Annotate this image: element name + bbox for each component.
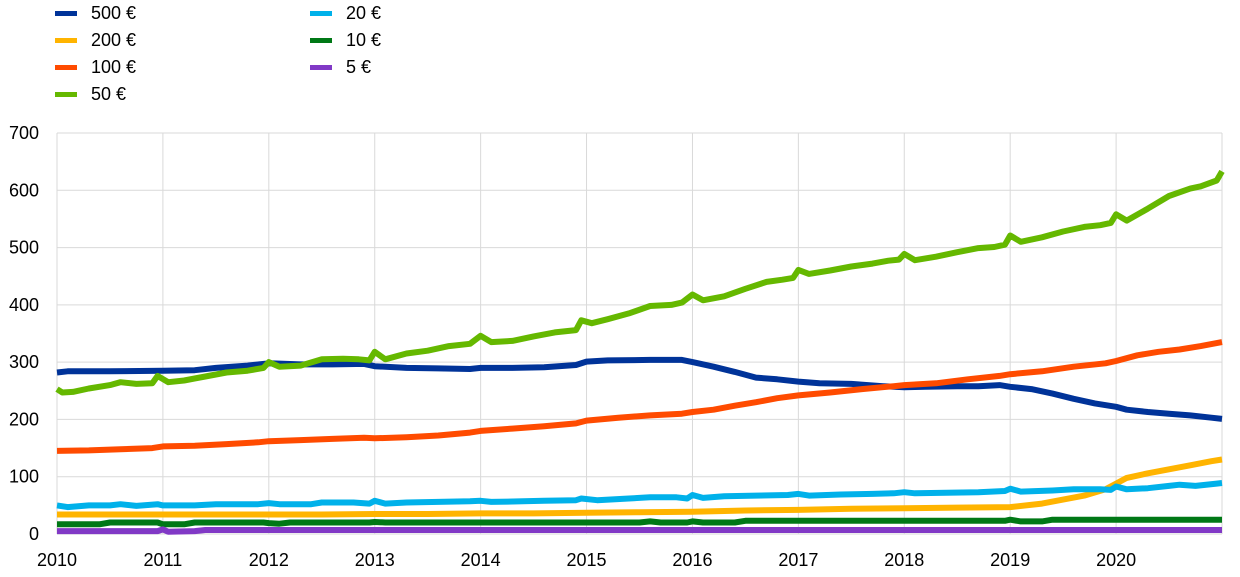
y-axis-ticks: 0 100 200 300 400 500 600 700 — [9, 123, 39, 544]
y-tick-label: 500 — [9, 238, 39, 258]
x-tick-label: 2010 — [37, 550, 77, 570]
x-tick-label: 2014 — [461, 550, 501, 570]
series-line-2 — [56, 339, 1223, 454]
y-tick-label: 600 — [9, 180, 39, 200]
series-line-4 — [56, 480, 1223, 511]
legend-item-10: 10 € — [310, 27, 381, 53]
x-tick-label: 2012 — [249, 550, 289, 570]
y-tick-label: 200 — [9, 409, 39, 429]
y-tick-label: 700 — [9, 123, 39, 143]
legend-swatch-500 — [55, 10, 77, 16]
legend-swatch-20 — [310, 10, 332, 16]
legend-item-100: 100 € — [55, 54, 136, 80]
x-tick-label: 2015 — [567, 550, 607, 570]
gridlines — [56, 132, 1223, 535]
series-lines — [55, 169, 1225, 535]
y-tick-label: 400 — [9, 295, 39, 315]
x-tick-label: 2017 — [778, 550, 818, 570]
x-tick-label: 2011 — [144, 550, 183, 570]
y-tick-label: 300 — [9, 352, 39, 372]
legend-item-200: 200 € — [55, 27, 136, 53]
legend-item-500: 500 € — [55, 0, 136, 26]
legend-label-500: 500 € — [91, 3, 137, 23]
legend-swatch-200 — [55, 37, 77, 43]
x-tick-label: 2018 — [884, 550, 924, 570]
x-tick-label: 2016 — [672, 550, 712, 570]
legend-label-50: 50 € — [91, 84, 127, 104]
x-tick-label: 2013 — [355, 550, 395, 570]
legend-label-5: 5 € — [346, 57, 372, 77]
legend-item-20: 20 € — [310, 0, 381, 26]
series-line-3 — [55, 169, 1225, 396]
x-tick-label: 2019 — [990, 550, 1030, 570]
legend-label-20: 20 € — [346, 3, 382, 23]
series-line-1 — [57, 456, 1223, 518]
legend-label-10: 10 € — [346, 30, 382, 50]
legend-item-5: 5 € — [310, 54, 371, 80]
legend-label-200: 200 € — [91, 30, 137, 50]
legend-swatch-100 — [55, 64, 77, 70]
legend-swatch-50 — [55, 91, 77, 97]
series-line-5 — [57, 516, 1222, 528]
y-tick-label: 100 — [9, 467, 39, 487]
legend-swatch-5 — [310, 64, 332, 70]
x-tick-label: 2020 — [1096, 550, 1136, 570]
legend-item-50: 50 € — [55, 81, 126, 107]
y-tick-label: 0 — [29, 524, 39, 544]
legend-swatch-10 — [310, 37, 332, 43]
series-line-6 — [57, 526, 1222, 535]
x-axis-ticks: 2010 2011 2012 2013 2014 2015 2016 2017 2018 2019… — [37, 550, 1136, 570]
legend-label-100: 100 € — [91, 57, 137, 77]
